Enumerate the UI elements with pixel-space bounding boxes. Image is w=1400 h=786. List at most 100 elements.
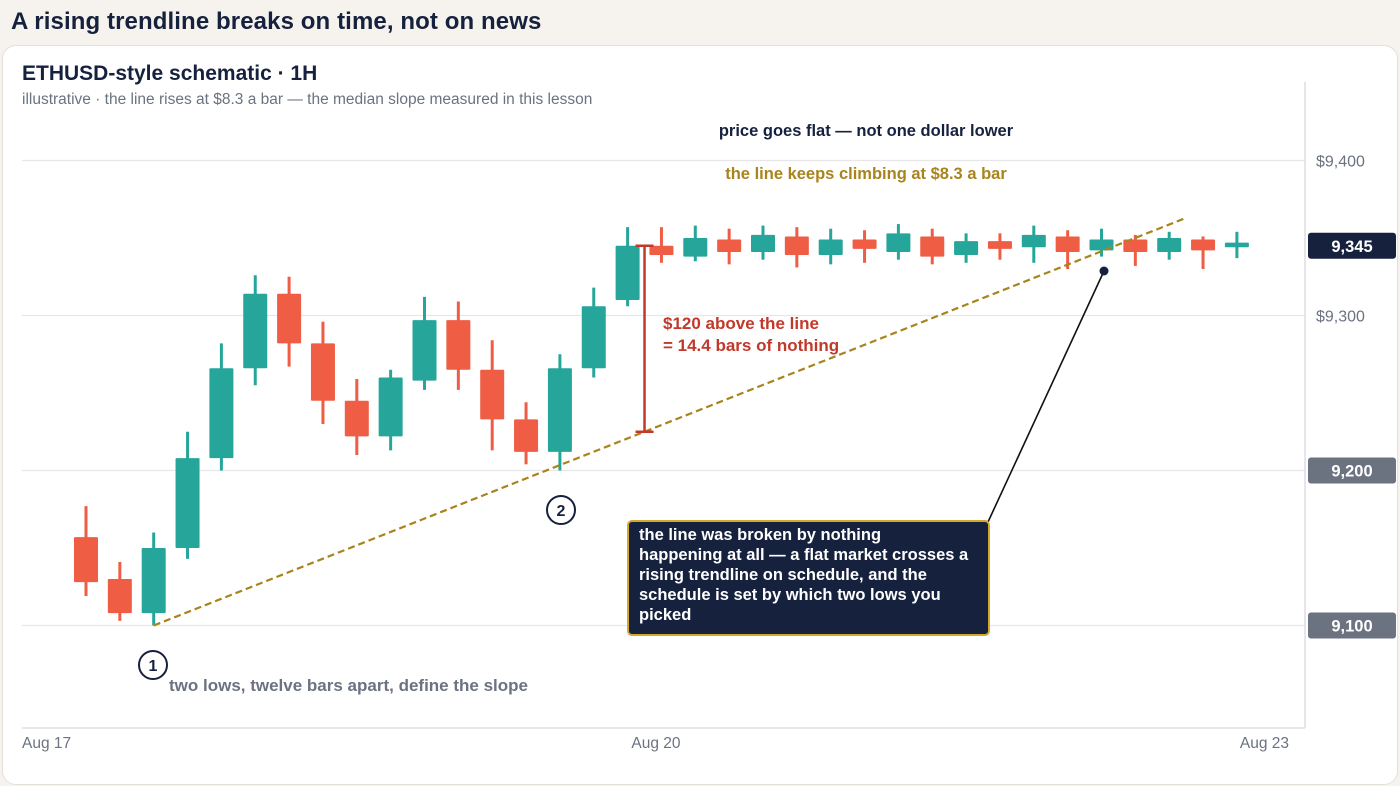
gap-label: = 14.4 bars of nothing (663, 336, 839, 355)
candle (615, 227, 640, 307)
candle-body (852, 239, 877, 249)
callout-text-line: happening at all — a flat market crosses… (639, 546, 969, 564)
candle-body (818, 239, 843, 256)
price-badge: 9,345 (1308, 232, 1396, 259)
price-badge-label: 9,200 (1331, 463, 1372, 481)
candle (852, 230, 877, 263)
candle-body (1055, 236, 1080, 252)
candle (818, 228, 843, 265)
candle (717, 228, 742, 265)
gridlines (22, 159, 1305, 627)
candle-body (243, 293, 268, 369)
price-badge-bg (1308, 232, 1396, 259)
candle-body (209, 368, 234, 459)
candle-body (344, 400, 369, 437)
page-title: A rising trendline breaks on time, not o… (11, 8, 542, 35)
price-badge: 9,200 (1308, 457, 1396, 484)
lows-caption: two lows, twelve bars apart, define the … (169, 676, 528, 695)
candle-body (1123, 239, 1148, 252)
callout-text-line: picked (639, 606, 691, 624)
candle-body (547, 368, 572, 452)
price-badge-label: 9,345 (1331, 238, 1372, 256)
gap-label: $120 above the line (663, 314, 819, 333)
candle-body (277, 293, 302, 344)
candle (514, 402, 539, 465)
candle-body (412, 320, 437, 381)
climbing-annotation: the line keeps climbing at $8.3 a bar (725, 165, 1007, 183)
candle (107, 561, 132, 621)
candle (412, 296, 437, 390)
x-tick-label: Aug 17 (22, 735, 71, 752)
candle (277, 276, 302, 367)
low-marker-label: 1 (149, 658, 158, 675)
x-tick-label: Aug 23 (1240, 735, 1289, 752)
candle-body (1021, 234, 1046, 248)
candle-body (141, 548, 166, 614)
candle (175, 431, 200, 559)
y-tick-label: $9,400 (1316, 154, 1365, 171)
candle-body (717, 239, 742, 252)
x-tick-label: Aug 20 (631, 735, 681, 752)
candle-body (480, 369, 505, 420)
annotations: $120 above the line = 14.4 bars of nothin… (138, 122, 1396, 695)
candle (209, 343, 234, 471)
candle-body (74, 537, 98, 583)
candle (920, 228, 945, 265)
candle (751, 225, 775, 260)
candle (784, 227, 809, 268)
chart-subtitle: illustrative · the line rises at $8.3 a … (22, 91, 593, 108)
candle (649, 227, 674, 263)
callout-text-line: schedule is set by which two lows you (639, 586, 941, 604)
chart-title: ETHUSD-style schematic · 1H (22, 62, 318, 85)
candle (547, 354, 572, 471)
candle (1224, 231, 1249, 259)
callout-connector (987, 270, 1105, 523)
axes: $9,400 $9,300 Aug 17 Aug 20 Aug 23 (22, 82, 1365, 752)
candle-body (1191, 239, 1216, 251)
candle (74, 506, 98, 597)
candle-body (514, 419, 539, 452)
callout-text-line: rising trendline on schedule, and the (639, 566, 927, 584)
callout-box (627, 520, 990, 636)
break-point-dot (1099, 266, 1109, 276)
candle (1191, 236, 1216, 269)
candle (344, 379, 369, 455)
candle-body (954, 241, 979, 256)
candle (480, 340, 505, 451)
low-marker-circle (546, 495, 576, 525)
candle-body (1089, 239, 1114, 251)
candle-body (581, 306, 606, 369)
candle-body (784, 236, 809, 256)
candle-body (1224, 242, 1249, 248)
candle-body (987, 241, 1012, 249)
y-tick-label: $9,300 (1316, 309, 1365, 326)
candle (446, 301, 471, 390)
trendline (153, 216, 1187, 627)
candles (74, 224, 1249, 626)
candle (1055, 230, 1080, 269)
price-badge-bg (1308, 457, 1396, 484)
candle (1123, 234, 1148, 266)
candle-body (1157, 238, 1182, 252)
candle (141, 532, 166, 626)
flat-annotation: price goes flat — not one dollar lower (719, 122, 1014, 140)
candle (378, 369, 403, 451)
chart-card (2, 45, 1398, 785)
candle-body (751, 234, 775, 252)
price-badge: 9,100 (1308, 612, 1396, 639)
candle (886, 224, 911, 260)
candle-body (886, 233, 911, 252)
candle (310, 321, 335, 424)
candle (243, 275, 268, 386)
candle (987, 233, 1012, 260)
low-marker-label: 2 (557, 503, 566, 520)
price-badge-label: 9,100 (1331, 618, 1372, 636)
candle-body (920, 236, 945, 257)
callout-text-line: the line was broken by nothing (639, 526, 881, 544)
candle-body (446, 320, 471, 370)
candle-body (310, 343, 335, 401)
candle (1021, 225, 1046, 263)
candle-body (175, 458, 200, 548)
candle (954, 233, 979, 263)
candle (683, 225, 708, 262)
